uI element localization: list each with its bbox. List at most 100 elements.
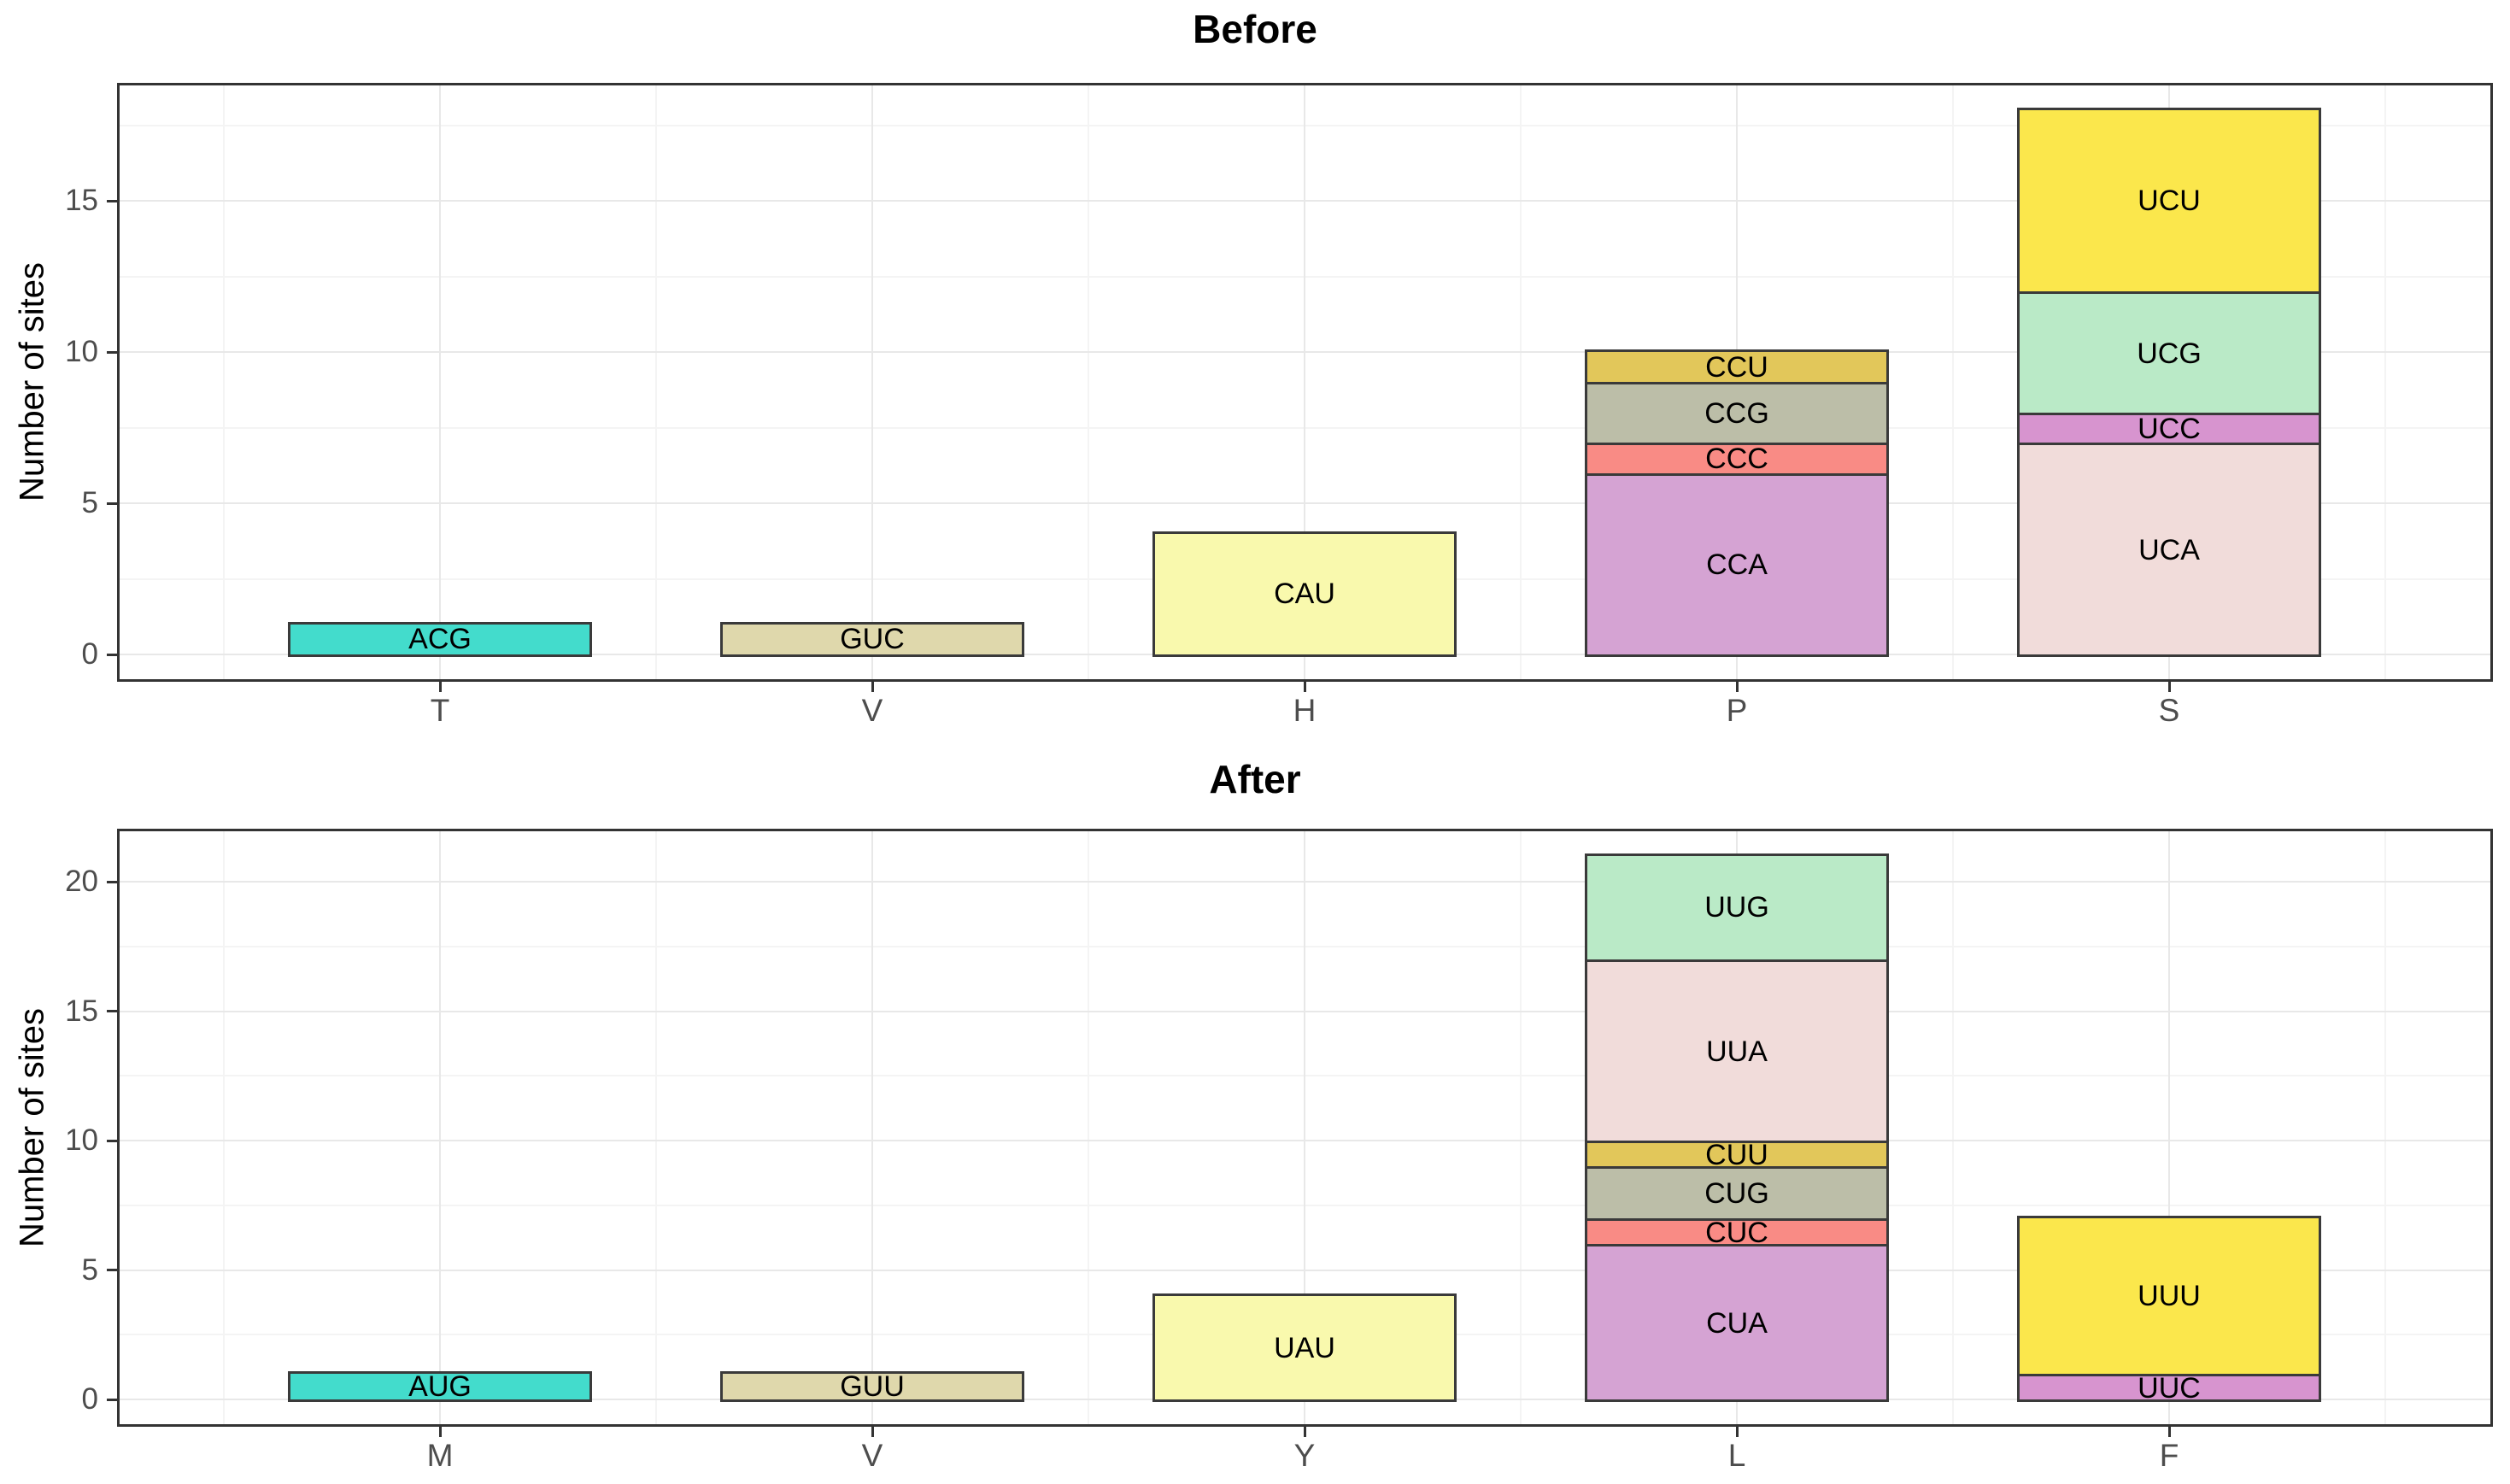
after-chart-title: After (1209, 757, 1301, 801)
y-tick-label: 10 (65, 335, 98, 369)
before-chart-title: Before (1193, 7, 1317, 51)
bar-stack: ACG (288, 621, 592, 658)
bar-segment-label: CCG (1704, 397, 1769, 431)
bar-segment-label: CAU (1274, 578, 1335, 611)
bar-segment: UUU (2020, 1218, 2319, 1374)
x-tick-label: P (1726, 693, 1748, 728)
x-tick (438, 1427, 442, 1437)
y-tick-label: 0 (81, 1382, 98, 1417)
bar-stack: GUU (720, 1370, 1024, 1404)
grid-major-v (871, 83, 873, 682)
x-tick (871, 1427, 874, 1437)
x-tick-label: T (430, 693, 450, 728)
grid-major-v (1304, 829, 1305, 1427)
bar-stack: UUG UUA CUU CUG CUC CUA (1585, 853, 1889, 1403)
bar-segment: UAU (1155, 1295, 1454, 1400)
y-tick (107, 502, 117, 505)
grid-minor-v (655, 83, 657, 682)
bar-segment: CCU (1587, 350, 1886, 384)
grid-minor-v (223, 83, 225, 682)
grid-major-v (1304, 83, 1305, 682)
bar-segment-label: CCC (1705, 443, 1768, 476)
bar-segment: CCA (1587, 472, 1886, 655)
panel-border (117, 829, 2493, 1427)
grid-minor-v (655, 829, 657, 1427)
grid-minor-v (1088, 829, 1089, 1427)
x-tick-label: H (1293, 693, 1317, 728)
bar-segment-label: CUA (1706, 1306, 1768, 1340)
grid-minor-v (1520, 83, 1522, 682)
x-tick-label: M (426, 1438, 454, 1473)
bar-segment-label: CCU (1705, 350, 1768, 384)
bar-segment: CAU (1155, 533, 1454, 655)
bar-segment: UCU (2020, 109, 2319, 292)
grid-major-h (117, 502, 2493, 505)
grid-minor-v (1088, 83, 1089, 682)
bar-segment: UCA (2020, 443, 2319, 655)
bar-segment: UUA (1587, 959, 1886, 1141)
bar-segment-label: GUU (840, 1370, 905, 1404)
bar-segment-label: CUC (1705, 1216, 1768, 1249)
bar-stack: GUC (720, 621, 1024, 658)
x-tick (1735, 682, 1739, 692)
grid-major-h (117, 881, 2493, 883)
y-tick (107, 880, 117, 883)
bar-segment: CUA (1587, 1244, 1886, 1400)
y-tick (107, 653, 117, 656)
grid-major-h (117, 1140, 2493, 1142)
bar-segment: UUC (2020, 1374, 2319, 1403)
bar-stack: UCU UCG UCC UCA (2017, 107, 2321, 658)
y-tick-label: 15 (65, 184, 98, 218)
bar-segment: UCG (2020, 291, 2319, 413)
grid-minor-v (223, 829, 225, 1427)
grid-major-v (439, 829, 441, 1427)
y-tick (107, 1269, 117, 1272)
x-tick (2167, 682, 2171, 692)
bar-segment: CCC (1587, 443, 1886, 476)
grid-major-h (117, 200, 2493, 202)
x-tick (438, 682, 442, 692)
bar-segment: UCC (2020, 412, 2319, 446)
bar-segment-label: UCA (2138, 533, 2200, 566)
grid-major-h (117, 1269, 2493, 1271)
y-tick-label: 20 (65, 865, 98, 899)
bar-stack: CCU CCG CCC CCA (1585, 349, 1889, 658)
grid-major-v (439, 83, 441, 682)
bar-segment: AUG (290, 1370, 589, 1404)
x-tick-label: V (861, 1438, 883, 1473)
grid-minor-v (1952, 829, 1954, 1427)
bar-segment-label: GUC (840, 623, 905, 656)
bar-stack: AUG (288, 1370, 592, 1404)
bar-segment-label: CUG (1704, 1177, 1769, 1211)
bar-segment-label: AUG (408, 1370, 472, 1404)
x-tick (2167, 1427, 2171, 1437)
bar-stack: UUU UUC (2017, 1216, 2321, 1403)
bar-segment: ACG (290, 624, 589, 655)
y-tick-label: 5 (81, 486, 98, 520)
bar-segment-label: UCG (2137, 337, 2202, 370)
y-tick (107, 199, 117, 202)
grid-minor-v (2384, 83, 2386, 682)
y-tick (107, 1398, 117, 1401)
y-tick-label: 5 (81, 1252, 98, 1287)
bar-segment-label: UCC (2138, 413, 2201, 446)
bar-segment-label: UUU (2138, 1279, 2201, 1312)
x-tick-label: F (2159, 1438, 2179, 1473)
grid-major-h (117, 351, 2493, 354)
grid-minor-v (1952, 83, 1954, 682)
bar-segment: UUG (1587, 855, 1886, 960)
grid-major-v (871, 829, 873, 1427)
panel-border (117, 83, 2493, 682)
y-tick-label: 0 (81, 637, 98, 672)
bar-segment-label: CUU (1705, 1138, 1768, 1171)
bar-segment: CUC (1587, 1216, 1886, 1249)
bar-segment-label: UCU (2138, 185, 2201, 218)
y-tick (107, 1139, 117, 1142)
bar-segment-label: UUC (2138, 1371, 2201, 1405)
y-tick (107, 1010, 117, 1013)
bar-stack: CAU (1152, 531, 1457, 658)
bar-segment-label: CCA (1706, 548, 1768, 582)
